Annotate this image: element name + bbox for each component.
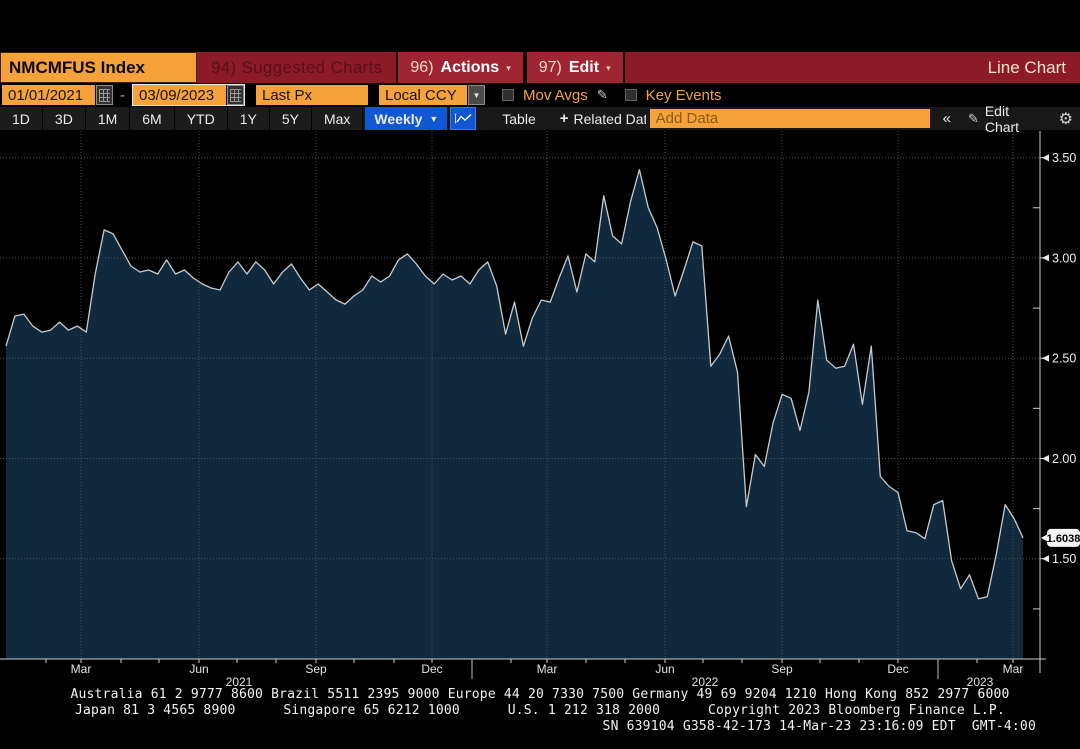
line-chart-icon bbox=[454, 113, 472, 124]
view-title: Line Chart bbox=[987, 57, 1066, 77]
tab-1y[interactable]: 1Y bbox=[227, 107, 270, 130]
edit-menu-number: 97) bbox=[538, 58, 562, 76]
svg-text:Sep: Sep bbox=[771, 662, 793, 676]
actions-menu[interactable]: 96) Actions ▾ bbox=[396, 52, 525, 83]
add-data-input[interactable]: Add Data bbox=[649, 109, 930, 128]
edit-menu-label: Edit bbox=[568, 58, 600, 76]
tab-ytd[interactable]: YTD bbox=[174, 107, 228, 130]
period-toolbar: 1D 3D 1M 6M YTD 1Y 5Y Max Weekly ▼ Table… bbox=[0, 103, 1080, 135]
date-to-wrap: 03/09/2023 bbox=[132, 84, 245, 106]
svg-text:1.6038: 1.6038 bbox=[1047, 533, 1080, 545]
footer-terminal-info: SN 639104 G358-42-173 14-Mar-23 23:16:09… bbox=[602, 719, 1036, 734]
title-bar: NMCMFUS Index 94) Suggested Charts 96) A… bbox=[0, 52, 1080, 83]
mov-avgs-label: Mov Avgs bbox=[523, 86, 588, 104]
edit-chart-label: Edit Chart bbox=[984, 102, 1020, 135]
range-toolbar: 01/01/2021 - 03/09/2023 Last Px Local CC… bbox=[0, 83, 1080, 107]
key-events-label: Key Events bbox=[645, 86, 722, 104]
svg-text:Dec: Dec bbox=[887, 662, 908, 676]
collapse-panel-button[interactable]: « bbox=[942, 110, 951, 127]
svg-text:Jun: Jun bbox=[655, 662, 674, 676]
tab-1m[interactable]: 1M bbox=[85, 107, 131, 130]
pencil-icon[interactable]: ✎ bbox=[596, 87, 608, 102]
chevron-down-icon: ▼ bbox=[429, 113, 439, 124]
last-price-label: 1.6038 bbox=[1041, 528, 1080, 547]
chevron-down-icon: ▾ bbox=[606, 63, 611, 73]
calendar-icon[interactable] bbox=[96, 85, 113, 105]
series-line bbox=[5, 169, 1024, 600]
svg-text:2.50: 2.50 bbox=[1052, 352, 1076, 366]
actions-menu-number: 96) bbox=[410, 58, 434, 76]
svg-text:Dec: Dec bbox=[421, 662, 442, 676]
date-range-dash: - bbox=[120, 86, 125, 104]
price-field-select[interactable]: Last Px bbox=[256, 85, 368, 105]
actions-menu-label: Actions bbox=[440, 58, 500, 76]
related-data-button[interactable]: + Related Dat bbox=[560, 107, 646, 130]
date-from-input[interactable]: 01/01/2021 bbox=[2, 85, 95, 105]
ticker-input[interactable]: NMCMFUS Index bbox=[0, 52, 197, 83]
tab-3d[interactable]: 3D bbox=[42, 107, 86, 130]
currency-select[interactable]: Local CCY bbox=[379, 85, 467, 105]
svg-text:Mar: Mar bbox=[537, 662, 558, 676]
chevron-down-icon: ▾ bbox=[506, 63, 511, 73]
date-from-wrap: 01/01/2021 bbox=[2, 84, 113, 106]
date-to-input[interactable]: 03/09/2023 bbox=[133, 85, 226, 105]
footer-us: U.S. 1 212 318 2000 bbox=[507, 703, 661, 718]
svg-text:3.00: 3.00 bbox=[1052, 251, 1076, 265]
tab-max[interactable]: Max bbox=[311, 107, 364, 130]
footer-phones-line1: Australia 61 2 9777 8600 Brazil 5511 239… bbox=[70, 687, 1010, 702]
chevron-down-icon[interactable]: ▼ bbox=[468, 85, 485, 105]
tab-5y[interactable]: 5Y bbox=[269, 107, 312, 130]
line-chart-type-button[interactable] bbox=[450, 107, 477, 130]
svg-text:Jun: Jun bbox=[189, 662, 208, 676]
svg-text:Sep: Sep bbox=[305, 662, 327, 676]
svg-text:2022: 2022 bbox=[692, 675, 719, 686]
area-series-group bbox=[6, 169, 1023, 659]
calendar-icon[interactable] bbox=[227, 85, 244, 105]
footer-phones-line2: Japan 81 3 4565 8900 Singapore 65 6212 1… bbox=[75, 703, 1005, 718]
key-events-checkbox[interactable] bbox=[624, 89, 637, 101]
plus-icon: + bbox=[559, 110, 569, 127]
frequency-dropdown[interactable]: Weekly ▼ bbox=[365, 107, 448, 130]
vertical-gridlines bbox=[80, 131, 1014, 659]
currency-wrap: Local CCY ▼ bbox=[379, 84, 485, 106]
svg-text:3.50: 3.50 bbox=[1052, 151, 1076, 165]
svg-text:1.50: 1.50 bbox=[1052, 552, 1076, 566]
svg-text:2.00: 2.00 bbox=[1052, 452, 1076, 466]
svg-text:Mar: Mar bbox=[1003, 662, 1024, 676]
footer-japan: Japan 81 3 4565 8900 bbox=[75, 703, 236, 718]
svg-text:Mar: Mar bbox=[71, 662, 92, 676]
gear-icon: ⚙ bbox=[1058, 110, 1073, 128]
edit-chart-button[interactable]: ✎ Edit Chart bbox=[960, 103, 1052, 135]
horizontal-gridlines bbox=[0, 157, 1040, 560]
tab-6m[interactable]: 6M bbox=[130, 107, 175, 130]
svg-text:2023: 2023 bbox=[967, 675, 994, 686]
svg-text:2021: 2021 bbox=[226, 675, 253, 686]
settings-button[interactable]: ⚙ bbox=[1052, 107, 1080, 130]
pencil-icon: ✎ bbox=[967, 110, 979, 126]
footer-copyright: Copyright 2023 Bloomberg Finance L.P. bbox=[708, 703, 1005, 718]
y-axis[interactable]: 1.50 2.00 2.50 3.00 3.50 bbox=[1033, 131, 1076, 673]
table-button[interactable]: Table bbox=[502, 110, 536, 127]
related-data-label: Related Dat bbox=[573, 110, 646, 127]
frequency-label: Weekly bbox=[374, 110, 423, 127]
mov-avgs-checkbox[interactable] bbox=[502, 89, 514, 101]
x-axis: Mar Jun Sep Dec Mar Jun Sep Dec Mar 2021 2022 2023 bbox=[0, 658, 1046, 686]
edit-menu[interactable]: 97) Edit ▾ bbox=[524, 52, 625, 83]
suggested-charts-menu[interactable]: 94) Suggested Charts bbox=[211, 57, 383, 77]
footer-singapore: Singapore 65 6212 1000 bbox=[283, 703, 460, 718]
tab-1d[interactable]: 1D bbox=[0, 107, 43, 130]
